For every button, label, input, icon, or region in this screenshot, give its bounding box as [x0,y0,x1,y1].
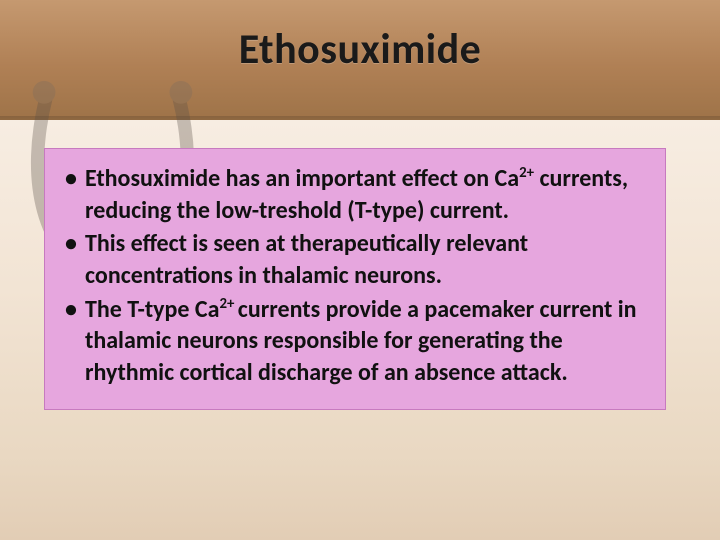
slide-title: Ethosuximide [0,24,720,75]
list-item: This effect is seen at therapeutically r… [63,228,647,291]
bullet-list: Ethosuximide has an important effect on … [63,163,647,389]
content-box: Ethosuximide has an important effect on … [44,148,666,410]
bullet-text-pre: Ethosuximide has an important effect on … [85,164,519,193]
bullet-text-sup: 2+ [219,294,237,312]
slide: Ethosuximide Ethosuximide has an importa… [0,0,720,540]
bullet-text-pre: The T-type Ca [85,295,219,324]
bullet-text-pre: This effect is seen at therapeutically r… [85,229,528,290]
list-item: Ethosuximide has an important effect on … [63,163,647,226]
bullet-text-sup: 2+ [519,163,534,181]
list-item: The T-type Ca2+ currents provide a pacem… [63,294,647,389]
